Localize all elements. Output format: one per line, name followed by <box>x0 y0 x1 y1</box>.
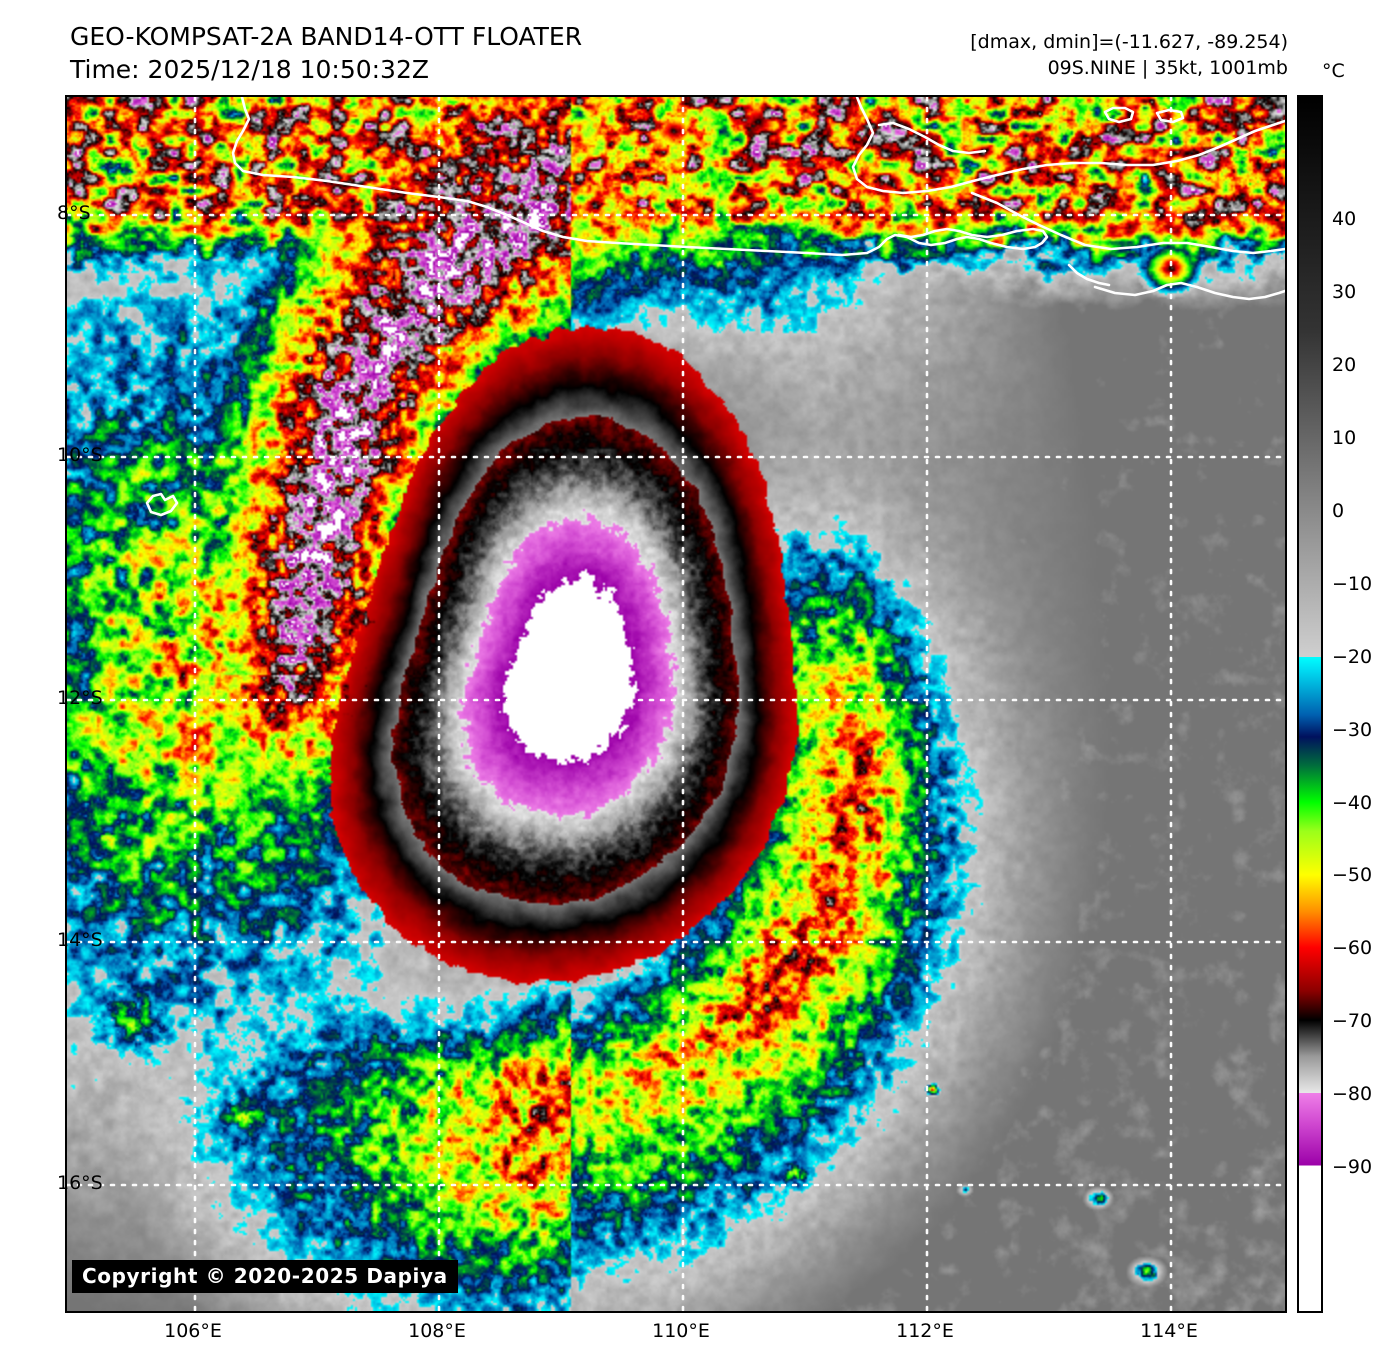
colorbar-tick-30: 30 <box>1332 280 1357 303</box>
temperature-colorbar[interactable] <box>1297 95 1323 1313</box>
colorbar-tick-minus50: −50 <box>1332 864 1373 887</box>
coastline-java-south <box>231 97 1049 257</box>
colorbar-tick-minus70: −70 <box>1332 1010 1373 1033</box>
page-title: GEO-KOMPSAT-2A BAND14-OTT FLOATER <box>70 22 583 51</box>
x-tick-112e: 112°E <box>896 1320 954 1342</box>
colorbar-tick-minus80: −80 <box>1332 1083 1373 1106</box>
header-title-block: GEO-KOMPSAT-2A BAND14-OTT FLOATER Time: … <box>70 20 770 86</box>
colorbar-tick-20: 20 <box>1332 353 1357 376</box>
y-tick-14s: 14°S <box>57 929 103 951</box>
x-tick-114e: 114°E <box>1140 1320 1198 1342</box>
y-tick-12s: 12°S <box>57 687 103 709</box>
colorbar-tick-10: 10 <box>1332 426 1357 449</box>
coastline-christmas-island <box>145 492 179 517</box>
graticule-layer <box>67 97 1285 1311</box>
storm-info-label: 09S.NINE | 35kt, 1001mb <box>1047 56 1288 79</box>
coastline-strait-detail <box>1067 263 1111 287</box>
map-overlay <box>67 97 1285 1311</box>
colorbar-units-label: °C <box>1322 60 1345 82</box>
x-tick-108e: 108°E <box>408 1320 466 1342</box>
colorbar-tick-minus30: −30 <box>1332 718 1373 741</box>
colorbar-tick-minus60: −60 <box>1332 937 1373 960</box>
dmax-dmin-label: [dmax, dmin]=(-11.627, -89.254) <box>970 31 1288 53</box>
x-tick-110e: 110°E <box>652 1320 710 1342</box>
coastline-java-north-bay <box>877 121 987 155</box>
satellite-image-plot[interactable]: Copyright © 2020-2025 Dapiya <box>65 95 1287 1313</box>
colorbar-tick-0: 0 <box>1332 499 1345 522</box>
colorbar-tick-minus90: −90 <box>1332 1156 1373 1179</box>
colorbar-tick-minus40: −40 <box>1332 791 1373 814</box>
coastline-bali-lombok-south <box>1093 281 1285 301</box>
copyright-watermark: Copyright © 2020-2025 Dapiya <box>72 1260 458 1293</box>
colorbar-tick-minus20: −20 <box>1332 645 1373 668</box>
coastline-bali-lombok-north <box>970 191 1285 255</box>
coastline-small-island-ne <box>1155 108 1185 124</box>
colorbar-gradient <box>1299 97 1321 1311</box>
y-tick-16s: 16°S <box>57 1172 103 1194</box>
x-tick-106e: 106°E <box>164 1320 222 1342</box>
y-tick-10s: 10°S <box>57 444 103 466</box>
coastline-layer <box>145 97 1285 517</box>
y-tick-8s: 8°S <box>57 202 91 224</box>
timestamp-label: Time: 2025/12/18 10:50:32Z <box>70 55 429 84</box>
colorbar-tick-40: 40 <box>1332 208 1357 230</box>
colorbar-tick-minus10: −10 <box>1332 572 1373 595</box>
satellite-infrared-raster <box>67 97 1285 1311</box>
coastline-java-north <box>851 97 1285 195</box>
coastline-small-island-nw <box>1103 106 1135 124</box>
header-metadata-block: [dmax, dmin]=(-11.627, -89.254) 09S.NINE… <box>970 30 1288 82</box>
